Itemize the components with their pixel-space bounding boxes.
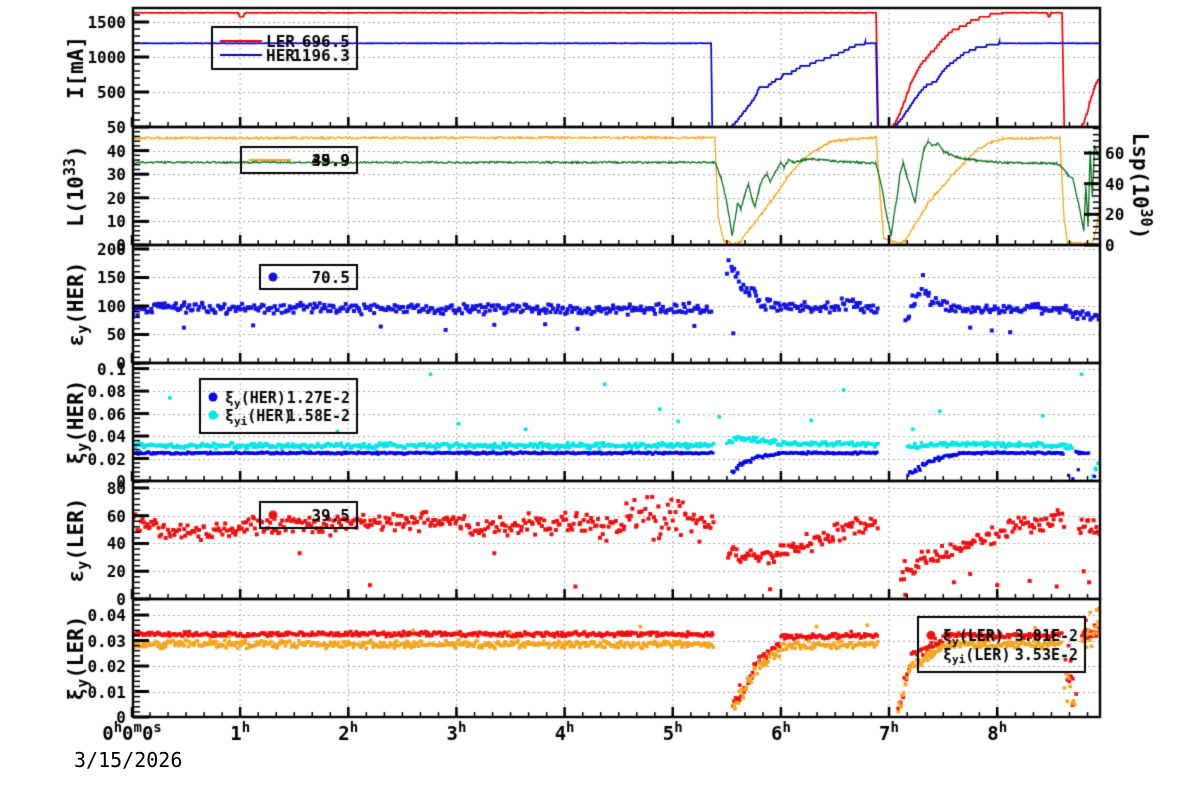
date-label: 3/15/2026 xyxy=(74,748,183,772)
